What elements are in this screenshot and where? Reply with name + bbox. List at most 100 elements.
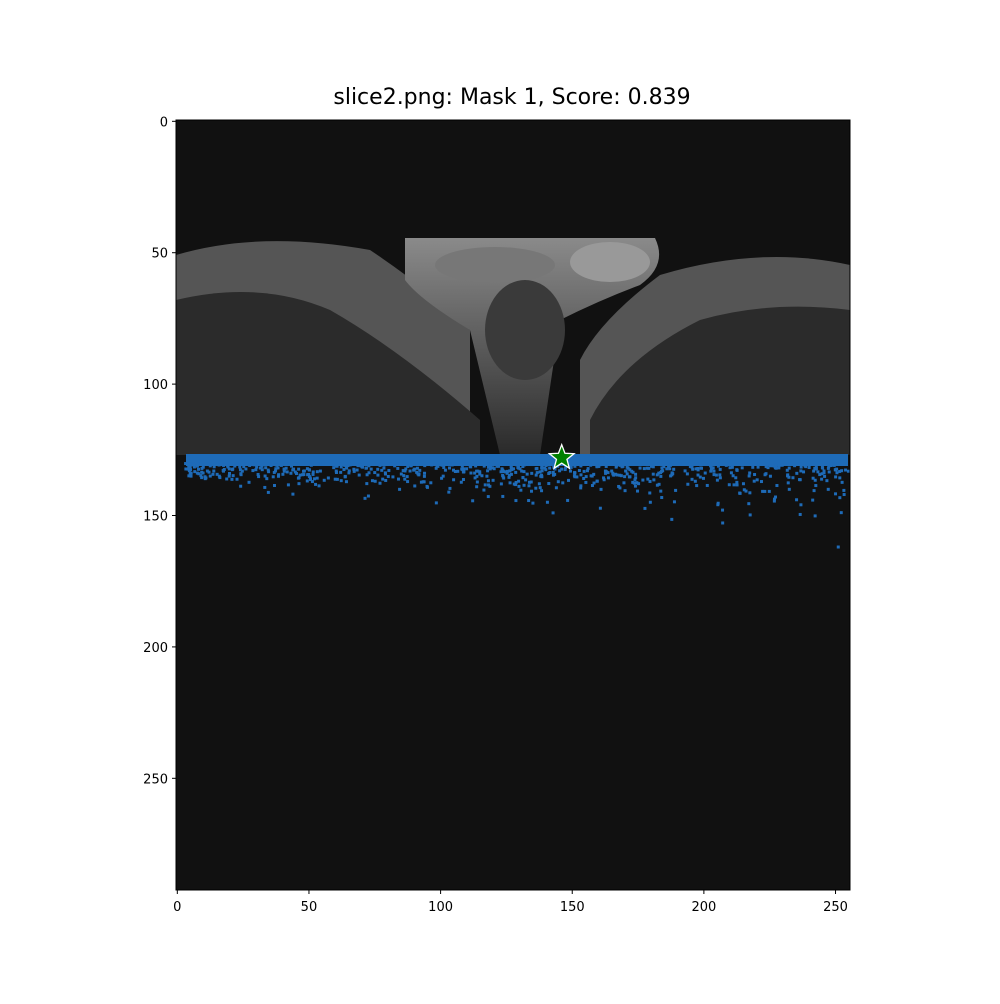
mask-pixel	[688, 465, 692, 469]
mask-pixel	[413, 484, 417, 488]
mask-pixel	[291, 468, 295, 472]
mask-pixel	[740, 466, 744, 470]
mask-pixel	[563, 468, 567, 472]
mask-pixel	[648, 500, 652, 504]
mask-pixel	[573, 464, 577, 468]
mask-pixel	[501, 494, 505, 498]
mask-pixel	[382, 463, 386, 467]
mask-pixel	[628, 468, 632, 472]
mask-pixel	[452, 478, 456, 482]
mask-pixel	[657, 482, 661, 486]
mask-pixel	[833, 468, 837, 472]
mask-pixel	[831, 462, 835, 466]
mask-pixel	[339, 479, 343, 483]
mask-pixel	[767, 489, 771, 493]
mask-pixel	[435, 464, 439, 468]
mask-pixel	[597, 464, 601, 468]
mask-pixel	[199, 474, 203, 478]
mask-pixel	[505, 469, 509, 473]
mask-pixel	[281, 472, 285, 476]
mask-pixel	[293, 470, 297, 474]
mask-pixel	[618, 486, 622, 490]
mask-pixel	[709, 467, 713, 471]
mask-pixel	[188, 465, 192, 469]
mask-pixel	[460, 464, 464, 468]
mask-pixel	[461, 478, 465, 482]
mask-pixel	[602, 476, 606, 480]
mask-pixel	[816, 470, 820, 474]
mask-pixel	[234, 462, 238, 466]
mask-pixel	[730, 465, 734, 469]
mask-pixel	[735, 480, 739, 484]
mask-pixel	[577, 468, 581, 472]
mask-pixel	[811, 476, 815, 480]
mask-pixel	[827, 470, 831, 474]
mask-pixel	[507, 475, 511, 479]
mask-pixel	[423, 471, 427, 475]
mask-pixel	[793, 464, 797, 468]
mask-pixel	[775, 484, 779, 488]
mask-pixel	[471, 499, 475, 503]
mask-pixel	[382, 466, 386, 470]
mask-pixel	[264, 466, 268, 470]
mask-pixel	[672, 500, 676, 504]
mask-pixel	[211, 472, 215, 476]
mask-pixel	[660, 496, 664, 500]
mask-pixel	[475, 469, 479, 473]
mask-pixel	[521, 465, 525, 469]
mask-pixel	[763, 489, 767, 493]
mask-pixel	[307, 468, 311, 472]
mask-pixel	[693, 479, 697, 483]
mask-pixel	[239, 472, 243, 476]
mask-pixel	[704, 462, 708, 466]
mask-pixel	[524, 478, 528, 482]
mask-pixel	[403, 469, 407, 473]
mask-pixel	[289, 471, 293, 475]
mask-pixel	[315, 470, 319, 474]
x-tick-label: 100	[428, 900, 453, 915]
mask-pixel	[844, 468, 848, 472]
mask-pixel	[507, 473, 511, 477]
mask-pixel	[285, 470, 289, 474]
mask-pixel	[401, 469, 405, 473]
mask-pixel	[823, 474, 827, 478]
mask-pixel	[553, 472, 557, 476]
mask-pixel	[275, 463, 279, 467]
mask-pixel	[786, 481, 790, 485]
mask-pixel	[408, 469, 412, 473]
mask-pixel	[584, 475, 588, 479]
mask-pixel	[595, 464, 599, 468]
mask-pixel	[313, 477, 317, 481]
mask-pixel	[787, 487, 791, 491]
mask-pixel	[735, 483, 739, 487]
mask-pixel	[768, 464, 772, 468]
mask-pixel	[798, 512, 802, 516]
mask-pixel	[540, 473, 544, 477]
mask-pixel	[551, 511, 555, 515]
mask-pixel	[525, 472, 529, 476]
mask-pixel	[486, 469, 490, 473]
mask-pixel	[302, 473, 306, 477]
mask-pixel	[273, 469, 277, 473]
mask-pixel	[344, 465, 348, 469]
mask-pixel	[193, 470, 197, 474]
mask-pixel	[297, 467, 301, 471]
mask-pixel	[378, 463, 382, 467]
mask-pixel	[834, 475, 838, 479]
mask-pixel	[408, 463, 412, 467]
mask-pixel	[271, 475, 275, 479]
mask-pixel	[838, 469, 842, 473]
mask-pixel	[659, 489, 663, 493]
mask-pixel	[799, 465, 803, 469]
mask-pixel	[637, 482, 641, 486]
mask-pixel	[209, 462, 213, 466]
mask-pixel	[235, 477, 239, 481]
mask-pixel	[212, 465, 216, 469]
mask-pixel	[543, 466, 547, 470]
mask-pixel	[347, 469, 351, 473]
mask-pixel	[667, 465, 671, 469]
mask-pixel	[485, 474, 489, 478]
mask-pixel	[527, 484, 531, 488]
mask-pixel	[525, 462, 529, 466]
